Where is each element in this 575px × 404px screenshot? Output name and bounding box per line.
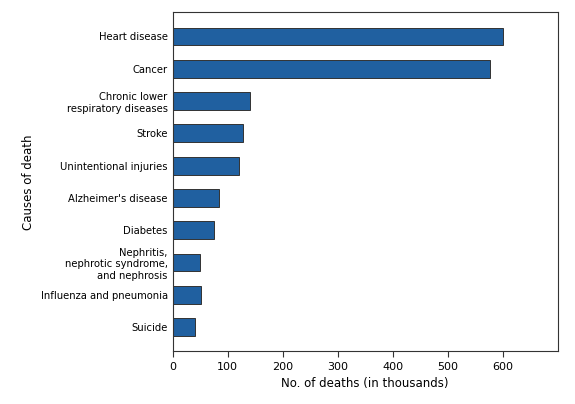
Bar — [172, 221, 214, 239]
Bar — [172, 60, 489, 78]
Bar — [172, 27, 503, 45]
Bar — [172, 124, 243, 142]
Bar — [172, 92, 250, 110]
Bar — [172, 189, 218, 207]
X-axis label: No. of deaths (in thousands): No. of deaths (in thousands) — [281, 377, 449, 390]
Bar — [172, 254, 200, 271]
Bar — [172, 318, 195, 336]
Bar — [172, 157, 239, 175]
Y-axis label: Causes of death: Causes of death — [22, 134, 35, 229]
Bar — [172, 286, 201, 304]
